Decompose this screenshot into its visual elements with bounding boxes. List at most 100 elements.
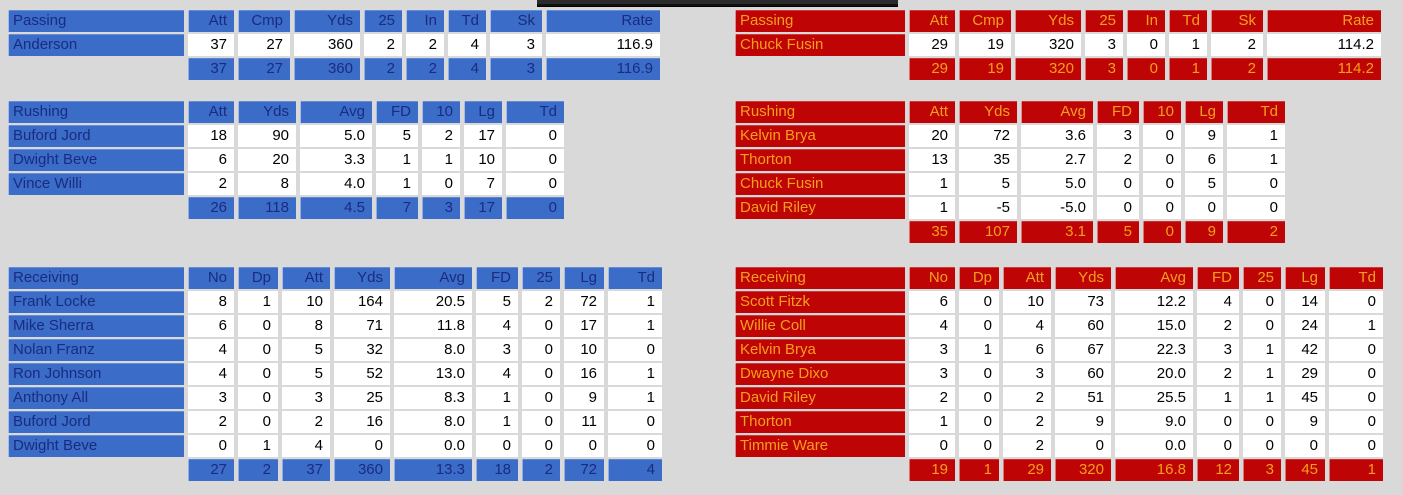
column-header-rate: Rate <box>546 10 660 32</box>
player-name: David Riley <box>735 197 905 219</box>
section-label-rushing: Rushing <box>735 101 905 123</box>
stat-value: 6 <box>909 291 955 313</box>
stat-value: 0 <box>1285 435 1325 457</box>
player-name: Dwight Beve <box>8 149 184 171</box>
stat-value: 5.0 <box>300 125 372 147</box>
stat-value: 72 <box>564 291 604 313</box>
stat-value: 9 <box>564 387 604 409</box>
section-label-rushing: Rushing <box>8 101 184 123</box>
stat-value: 10 <box>564 339 604 361</box>
stat-value: 0 <box>1185 197 1223 219</box>
column-header-avg: Avg <box>1115 267 1193 289</box>
total-value: 320 <box>1055 459 1111 481</box>
stat-value: 4.0 <box>300 173 372 195</box>
stat-value: 19 <box>959 34 1011 56</box>
column-header-avg: Avg <box>1021 101 1093 123</box>
stat-value: 11.8 <box>394 315 472 337</box>
stat-value: 4 <box>909 315 955 337</box>
stat-value: 1 <box>1329 315 1383 337</box>
total-value: 7 <box>376 197 418 219</box>
right-passing-table: Passing Att Cmp Yds 25 In Td Sk Rate Chuck Fusin 2… <box>735 10 1381 82</box>
column-header-td: Td <box>608 267 662 289</box>
player-row: Dwight Beve 0 1 4 0 0.0 0 0 0 0 <box>8 435 662 457</box>
total-value: 27 <box>188 459 234 481</box>
player-row: Chuck Fusin 1 5 5.0 0 0 5 0 <box>735 173 1285 195</box>
stat-value: 0 <box>1329 411 1383 433</box>
stat-value: 0 <box>238 363 278 385</box>
right-rushing-table: Rushing Att Yds Avg FD 10 Lg Td Kelvin Brya 20 72 3… <box>735 101 1285 245</box>
total-value: 116.9 <box>546 58 660 80</box>
stat-value: 14 <box>1285 291 1325 313</box>
column-header-td: Td <box>506 101 564 123</box>
stat-value: 0 <box>1127 34 1165 56</box>
total-value: 26 <box>188 197 234 219</box>
stat-value: 16 <box>334 411 390 433</box>
stat-value: 1 <box>1197 387 1239 409</box>
column-header-25: 25 <box>1085 10 1123 32</box>
stat-value: 1 <box>608 315 662 337</box>
player-name: Buford Jord <box>8 411 184 433</box>
stat-value: 11 <box>564 411 604 433</box>
stat-value: 1 <box>1243 363 1281 385</box>
receiving-totals-row: 19 1 29 320 16.8 12 3 45 1 <box>735 459 1383 481</box>
stat-value: 5.0 <box>1021 173 1093 195</box>
stat-value: 4 <box>476 315 518 337</box>
rushing-header-row: Rushing Att Yds Avg FD 10 Lg Td <box>8 101 564 123</box>
totals-spacer <box>735 459 905 481</box>
player-name: Dwight Beve <box>8 435 184 457</box>
column-header-rate: Rate <box>1267 10 1381 32</box>
stat-value: 5 <box>282 363 330 385</box>
stat-value: 0 <box>1055 435 1111 457</box>
column-header-yds: Yds <box>238 101 296 123</box>
stat-value: 52 <box>334 363 390 385</box>
total-value: 360 <box>294 58 360 80</box>
stat-value: 0 <box>1227 197 1285 219</box>
column-header-td: Td <box>448 10 486 32</box>
total-value: 2 <box>1227 221 1285 243</box>
column-header-no: No <box>909 267 955 289</box>
stat-value: 0 <box>238 315 278 337</box>
stat-value: 114.2 <box>1267 34 1381 56</box>
stat-value: 0 <box>1143 125 1181 147</box>
stat-value: 4 <box>188 339 234 361</box>
total-value: 3 <box>490 58 542 80</box>
section-label-passing: Passing <box>735 10 905 32</box>
player-name: Willie Coll <box>735 315 905 337</box>
stat-value: 1 <box>1243 339 1281 361</box>
stat-value: 0 <box>334 435 390 457</box>
stat-value: 29 <box>909 34 955 56</box>
player-row: Ron Johnson 4 0 5 52 13.0 4 0 16 1 <box>8 363 662 385</box>
column-header-att: Att <box>282 267 330 289</box>
stat-value: 9.0 <box>1115 411 1193 433</box>
stat-value: 8.0 <box>394 339 472 361</box>
stat-value: 0 <box>522 387 560 409</box>
player-name: Anderson <box>8 34 184 56</box>
total-value: 29 <box>1003 459 1051 481</box>
player-row: Buford Jord 18 90 5.0 5 2 17 0 <box>8 125 564 147</box>
column-header-fd: FD <box>376 101 418 123</box>
stat-value: 3 <box>1003 363 1051 385</box>
stat-value: 13.0 <box>394 363 472 385</box>
stat-value: 5 <box>1185 173 1223 195</box>
stat-value: 0 <box>1329 387 1383 409</box>
stat-value: 73 <box>1055 291 1111 313</box>
section-label-receiving: Receiving <box>8 267 184 289</box>
stat-value: 0 <box>422 173 460 195</box>
stat-value: 0 <box>1197 435 1239 457</box>
stat-value: 3 <box>188 387 234 409</box>
stat-value: 0 <box>506 173 564 195</box>
stat-value: 67 <box>1055 339 1111 361</box>
stat-value: 0 <box>959 363 999 385</box>
section-label-receiving: Receiving <box>735 267 905 289</box>
stat-value: 51 <box>1055 387 1111 409</box>
player-row: Dwayne Dixo 3 0 3 60 20.0 2 1 29 0 <box>735 363 1383 385</box>
player-row: Frank Locke 8 1 10 164 20.5 5 2 72 1 <box>8 291 662 313</box>
left-receiving-table: Receiving No Dp Att Yds Avg FD 25 Lg Td Frank Lock… <box>8 267 662 483</box>
total-value: 1 <box>959 459 999 481</box>
stat-value: 0 <box>1329 435 1383 457</box>
player-row: Anderson 37 27 360 2 2 4 3 116.9 <box>8 34 660 56</box>
column-header-fd: FD <box>1197 267 1239 289</box>
stat-value: 3 <box>476 339 518 361</box>
stat-value: 0 <box>909 435 955 457</box>
total-value: 3 <box>1085 58 1123 80</box>
